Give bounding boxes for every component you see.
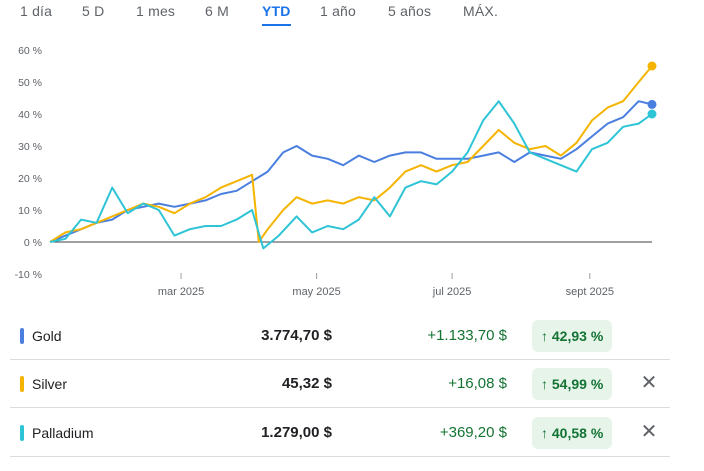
y-tick-label: 50 % bbox=[18, 77, 42, 89]
series-endpoint-palladium bbox=[647, 109, 657, 119]
row-silver[interactable]: Silver 45,32 $ +16,08 $ ↑ 54,99 % ✕ bbox=[10, 360, 670, 408]
y-tick-label: 40 % bbox=[18, 109, 42, 121]
active-tab-indicator bbox=[262, 24, 291, 26]
row-change: +369,20 $ bbox=[439, 424, 507, 441]
x-tick-label: may 2025 bbox=[292, 286, 340, 298]
row-palladium[interactable]: Palladium 1.279,00 $ +369,20 $ ↑ 40,58 %… bbox=[10, 409, 670, 457]
x-tick-label: jul 2025 bbox=[432, 286, 472, 298]
row-pct-badge: ↑ 54,99 % bbox=[532, 368, 613, 400]
series-line-palladium bbox=[49, 100, 653, 250]
range-tabs: 1 día 5 D 1 mes 6 M YTD 1 año 5 años MÁX… bbox=[0, 0, 704, 30]
series-endpoint-silver bbox=[647, 61, 657, 71]
tab-6-m[interactable]: 6 M bbox=[205, 3, 229, 19]
row-name: Gold bbox=[32, 328, 62, 344]
row-price: 45,32 $ bbox=[281, 375, 332, 392]
silver-swatch bbox=[20, 376, 24, 392]
tab-1-dia[interactable]: 1 día bbox=[20, 3, 53, 19]
line-chart[interactable]: 60 % 50 % 40 % 30 % 20 % 10 % 0 % -10 % mar 2025… bbox=[0, 30, 704, 310]
row-price: 3.774,70 $ bbox=[261, 327, 332, 344]
arrow-up-icon: ↑ bbox=[541, 425, 548, 441]
y-tick-label: 0 % bbox=[24, 237, 42, 249]
y-tick-label: 20 % bbox=[18, 173, 42, 185]
row-divider bbox=[10, 407, 670, 408]
series-endpoint-gold bbox=[647, 99, 657, 109]
row-divider bbox=[10, 359, 670, 360]
row-name: Palladium bbox=[32, 425, 94, 441]
tab-5-anos[interactable]: 5 años bbox=[388, 3, 432, 19]
arrow-up-icon: ↑ bbox=[541, 328, 548, 344]
remove-silver-close-icon[interactable]: ✕ bbox=[640, 372, 658, 394]
row-change: +1.133,70 $ bbox=[427, 327, 507, 344]
x-tick-label: sept 2025 bbox=[566, 286, 614, 298]
row-pct-badge: ↑ 42,93 % bbox=[532, 320, 613, 352]
row-name: Silver bbox=[32, 376, 68, 392]
row-pct: 40,58 % bbox=[551, 425, 604, 441]
y-tick-label: -10 % bbox=[15, 269, 42, 281]
remove-palladium-close-icon[interactable]: ✕ bbox=[640, 421, 658, 443]
y-tick-label: 10 % bbox=[18, 205, 42, 217]
y-tick-label: 30 % bbox=[18, 141, 42, 153]
row-price: 1.279,00 $ bbox=[261, 424, 332, 441]
row-gold[interactable]: Gold 3.774,70 $ +1.133,70 $ ↑ 42,93 % bbox=[10, 312, 670, 360]
tab-max[interactable]: MÁX. bbox=[463, 3, 499, 19]
gold-swatch bbox=[20, 328, 24, 344]
palladium-swatch bbox=[20, 425, 24, 441]
y-tick-label: 60 % bbox=[18, 45, 42, 57]
tab-ytd[interactable]: YTD bbox=[262, 3, 291, 19]
tab-5-d[interactable]: 5 D bbox=[82, 3, 105, 19]
row-change: +16,08 $ bbox=[448, 375, 507, 392]
row-divider bbox=[10, 456, 670, 457]
row-pct: 54,99 % bbox=[551, 376, 604, 392]
arrow-up-icon: ↑ bbox=[541, 376, 548, 392]
row-pct: 42,93 % bbox=[551, 328, 604, 344]
row-pct-badge: ↑ 40,58 % bbox=[532, 417, 613, 449]
series-line-gold bbox=[49, 100, 653, 243]
tab-1-mes[interactable]: 1 mes bbox=[136, 3, 176, 19]
tab-1-ano[interactable]: 1 año bbox=[320, 3, 357, 19]
series-line-silver bbox=[49, 65, 653, 243]
x-tick-label: mar 2025 bbox=[158, 286, 204, 298]
